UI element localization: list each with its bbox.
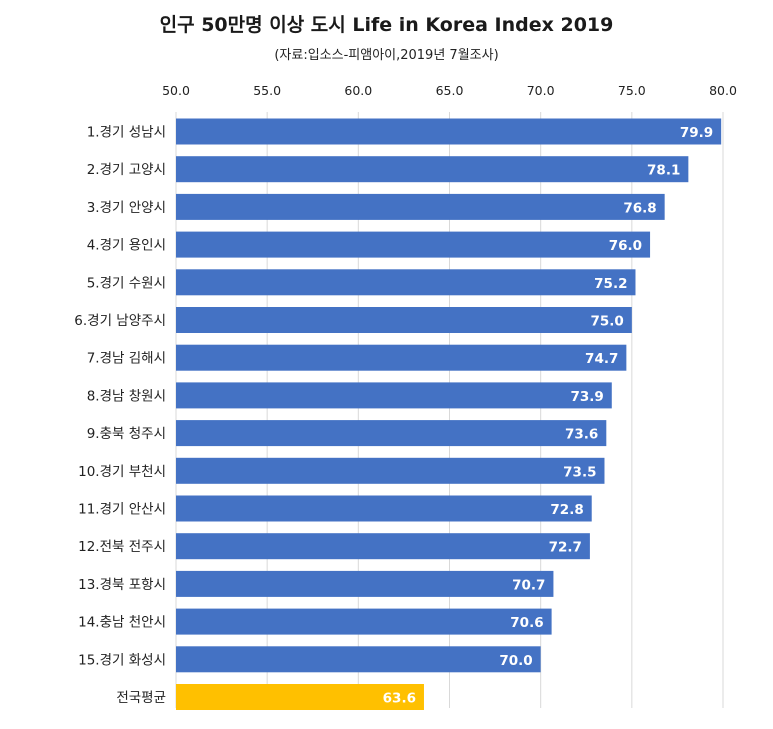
category-label: 8.경남 창원시	[87, 388, 166, 404]
value-label: 73.9	[570, 389, 603, 405]
category-label: 13.경북 포항시	[78, 577, 166, 593]
value-label: 76.0	[609, 238, 642, 254]
chart-title: 인구 50만명 이상 도시 Life in Korea Index 2019	[159, 14, 614, 36]
value-label: 70.6	[510, 615, 543, 631]
value-label: 63.6	[383, 691, 416, 707]
bar	[176, 646, 541, 673]
category-label: 14.충남 천안시	[78, 615, 166, 631]
x-tick-label: 50.0	[162, 83, 190, 98]
bar	[176, 382, 612, 409]
x-tick-label: 60.0	[344, 83, 372, 98]
value-label: 70.0	[499, 653, 532, 669]
category-label: 4.경기 용인시	[87, 238, 166, 254]
chart-subtitle: (자료:입소스-피앰아이,2019년 7월조사)	[274, 48, 499, 63]
bar	[176, 269, 636, 296]
x-tick-label: 55.0	[253, 83, 281, 98]
bar	[176, 608, 552, 635]
x-tick-label: 65.0	[436, 83, 464, 98]
value-label: 79.9	[680, 125, 713, 141]
bar	[176, 533, 590, 560]
category-label: 6.경기 남양주시	[74, 313, 166, 329]
category-label: 2.경기 고양시	[87, 162, 166, 178]
value-label: 74.7	[585, 351, 618, 367]
x-tick-label: 80.0	[709, 83, 737, 98]
category-label: 9.충북 청주시	[87, 426, 166, 442]
value-label: 75.2	[594, 276, 627, 292]
value-label: 76.8	[623, 200, 656, 216]
bar	[176, 420, 607, 447]
bar	[176, 231, 651, 258]
bar	[176, 495, 592, 522]
category-label: 11.경기 안산시	[78, 502, 166, 518]
category-label: 10.경기 부천시	[78, 464, 166, 480]
bar	[176, 457, 605, 484]
category-label: 3.경기 안양시	[87, 200, 166, 216]
value-label: 72.8	[550, 502, 583, 518]
x-tick-label: 70.0	[527, 83, 555, 98]
category-label: 15.경기 화성시	[78, 652, 166, 668]
bar	[176, 307, 632, 333]
value-label: 70.7	[512, 577, 545, 593]
value-label: 75.0	[591, 314, 624, 330]
bar	[176, 193, 665, 220]
category-label: 7.경남 김해시	[87, 351, 166, 367]
bar-national-average	[176, 684, 424, 710]
bar	[176, 156, 689, 183]
category-label: 12.전북 전주시	[78, 539, 166, 555]
category-label: 전국평균	[116, 690, 166, 706]
category-label: 5.경기 수원시	[87, 275, 166, 291]
bar	[176, 344, 627, 371]
value-label: 73.6	[565, 427, 598, 443]
bar	[176, 118, 722, 145]
value-label: 72.7	[549, 540, 582, 556]
x-tick-label: 75.0	[618, 83, 646, 98]
value-label: 78.1	[647, 163, 680, 179]
bar	[176, 570, 554, 597]
value-label: 73.5	[563, 464, 596, 480]
category-label: 1.경기 성남시	[87, 125, 166, 141]
